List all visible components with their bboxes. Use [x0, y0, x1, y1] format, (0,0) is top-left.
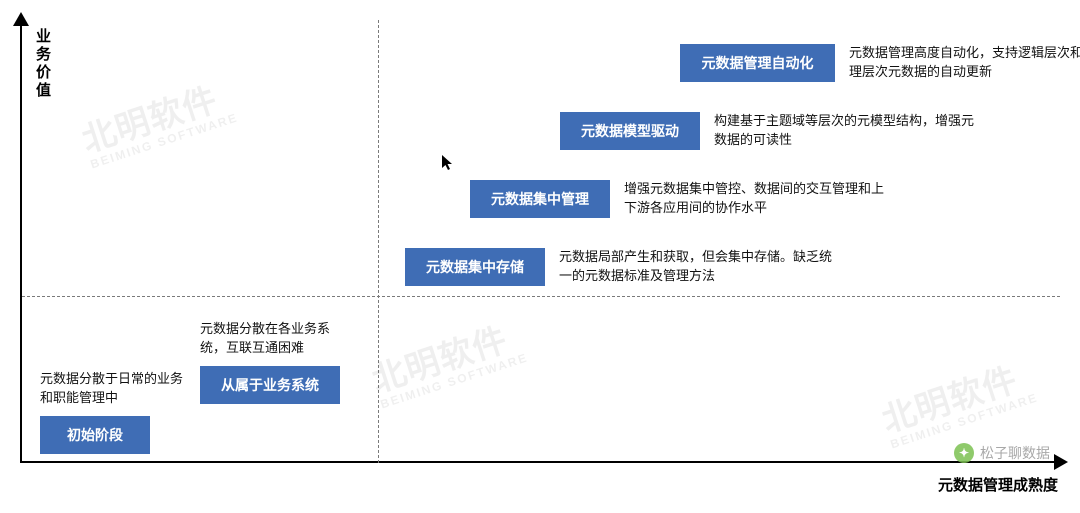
stage-2-box: 从属于业务系统 [200, 366, 340, 404]
stage-3-box: 元数据集中存储 [405, 248, 545, 286]
stage-5-desc: 构建基于主题域等层次的元模型结构，增强元数据的可读性 [714, 112, 974, 150]
stage-2: 元数据分散在各业务系统，互联互通困难从属于业务系统 [200, 320, 350, 404]
watermark-text: 北明软件 [77, 81, 222, 160]
stage-6-box: 元数据管理自动化 [680, 44, 835, 82]
stage-2-desc: 元数据分散在各业务系统，互联互通困难 [200, 320, 350, 358]
watermark: 北明软件BEIMING SOFTWARE [75, 68, 240, 172]
x-axis [20, 461, 1060, 463]
watermark: 北明软件BEIMING SOFTWARE [365, 308, 530, 412]
stage-5-box: 元数据模型驱动 [560, 112, 700, 150]
stage-5: 元数据模型驱动构建基于主题域等层次的元模型结构，增强元数据的可读性 [560, 112, 974, 150]
y-axis [20, 20, 22, 463]
y-axis-arrow-icon [13, 12, 29, 26]
watermark-subtext: BEIMING SOFTWARE [89, 110, 240, 171]
watermark: 北明软件BEIMING SOFTWARE [875, 348, 1040, 452]
stage-1-box: 初始阶段 [40, 416, 150, 454]
maturity-chart: 业务价值 元数据管理成熟度 元数据分散于日常的业务和职能管理中初始阶段元数据分散… [0, 0, 1080, 513]
stage-6-desc: 元数据管理高度自动化，支持逻辑层次和物理层次元数据的自动更新 [849, 44, 1080, 82]
x-axis-label: 元数据管理成熟度 [938, 474, 1058, 495]
stage-3-desc: 元数据局部产生和获取，但会集中存储。缺乏统一的元数据标准及管理方法 [559, 248, 839, 286]
watermark-subtext: BEIMING SOFTWARE [379, 350, 530, 411]
vertical-divider [378, 20, 379, 463]
stage-3: 元数据集中存储元数据局部产生和获取，但会集中存储。缺乏统一的元数据标准及管理方法 [405, 248, 839, 286]
stage-4-desc: 增强元数据集中管控、数据间的交互管理和上下游各应用间的协作水平 [624, 180, 884, 218]
watermark-text: 北明软件 [367, 321, 512, 400]
watermark-text: 北明软件 [877, 361, 1022, 440]
source-tag: ✦ 松子聊数据 [954, 443, 1050, 463]
stage-6: 元数据管理自动化元数据管理高度自动化，支持逻辑层次和物理层次元数据的自动更新 [680, 44, 1080, 82]
stage-1-desc: 元数据分散于日常的业务和职能管理中 [40, 370, 190, 408]
y-axis-label: 业务价值 [36, 28, 52, 100]
stage-4: 元数据集中管理增强元数据集中管控、数据间的交互管理和上下游各应用间的协作水平 [470, 180, 884, 218]
cursor-icon [442, 155, 454, 171]
wechat-icon: ✦ [954, 443, 974, 463]
stage-4-box: 元数据集中管理 [470, 180, 610, 218]
stage-1: 元数据分散于日常的业务和职能管理中初始阶段 [40, 370, 190, 454]
source-text: 松子聊数据 [980, 443, 1050, 463]
horizontal-divider [22, 296, 1060, 297]
x-axis-arrow-icon [1054, 454, 1068, 470]
